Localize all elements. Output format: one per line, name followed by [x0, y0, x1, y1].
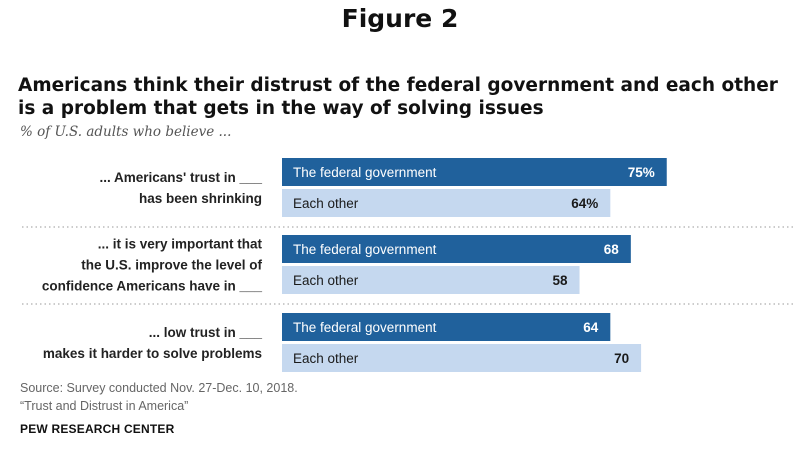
data-label: 58: [553, 273, 569, 288]
series-label: The federal government: [293, 165, 437, 180]
series-label: Each other: [293, 273, 359, 288]
data-label: 64: [583, 320, 599, 335]
data-label: 70: [614, 351, 629, 366]
bar-federal-government: [282, 158, 667, 186]
report-title-note: “Trust and Distrust in America”: [20, 399, 189, 413]
bar-federal-government: [282, 235, 631, 263]
series-label: The federal government: [293, 320, 437, 335]
bar-federal-government: [282, 313, 611, 341]
category-label-line: ... Americans' trust in ___: [99, 170, 262, 185]
bar-each-other: [282, 344, 642, 372]
category-label-line: ... it is very important that: [98, 237, 263, 252]
category-label-line: has been shrinking: [139, 191, 262, 206]
category-label-line: the U.S. improve the level of: [81, 258, 262, 273]
source-note: Source: Survey conducted Nov. 27-Dec. 10…: [20, 381, 298, 395]
series-label: The federal government: [293, 242, 437, 257]
credit-logo-text: PEW RESEARCH CENTER: [20, 422, 175, 436]
chart-subtitle: % of U.S. adults who believe ...: [20, 124, 232, 140]
data-label: 75%: [628, 165, 655, 180]
series-label: Each other: [293, 351, 359, 366]
series-label: Each other: [293, 196, 359, 211]
category-label-line: makes it harder to solve problems: [43, 346, 262, 361]
data-label: 68: [604, 242, 620, 257]
chart-title: Americans think their distrust of the fe…: [18, 75, 778, 119]
data-label: 64%: [571, 196, 598, 211]
figure-label: Figure 2: [341, 4, 459, 33]
category-label-line: ... low trust in ___: [149, 325, 263, 340]
category-label-line: confidence Americans have in ___: [42, 279, 263, 294]
bar-each-other: [282, 189, 611, 217]
bar-each-other: [282, 266, 580, 294]
